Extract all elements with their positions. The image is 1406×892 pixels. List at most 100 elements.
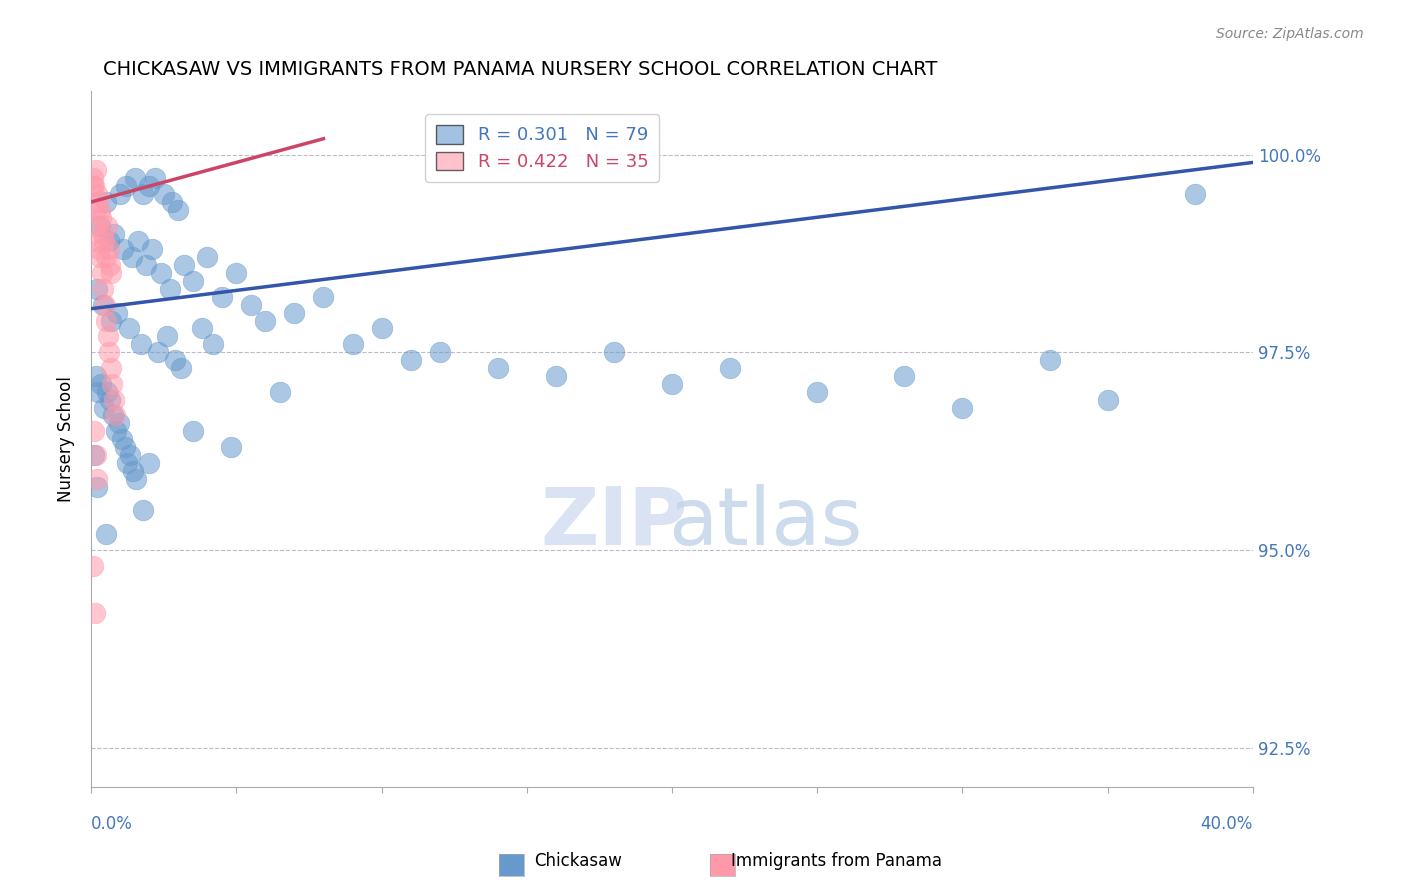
Point [138, 456, 160, 470]
Point [94, 250, 117, 264]
Point [152, 187, 174, 202]
Point [312, 290, 335, 304]
Point [893, 368, 915, 383]
Point [149, 266, 172, 280]
Point [94, 527, 117, 541]
Point [91, 266, 114, 280]
Point [143, 171, 166, 186]
Point [100, 361, 122, 376]
Point [105, 306, 128, 320]
Y-axis label: Nursery School: Nursery School [58, 376, 75, 502]
Point [87, 384, 110, 399]
Point [202, 337, 225, 351]
Point [138, 179, 160, 194]
Point [269, 384, 291, 399]
Point [122, 464, 145, 478]
Point [84, 448, 107, 462]
Point [94, 194, 117, 209]
Point [211, 290, 233, 304]
Point [86, 235, 108, 249]
Point [121, 250, 143, 264]
Point [91, 298, 114, 312]
Point [104, 424, 127, 438]
Point [86, 472, 108, 486]
Point [90, 376, 112, 391]
Point [83, 448, 105, 462]
Point [89, 250, 111, 264]
Text: Chickasaw: Chickasaw [534, 852, 621, 870]
Text: ZIP: ZIP [540, 483, 688, 562]
Point [93, 235, 115, 249]
Text: atlas: atlas [668, 483, 862, 562]
Point [96, 313, 118, 327]
Point [86, 480, 108, 494]
Point [952, 401, 974, 415]
Point [129, 337, 152, 351]
Point [429, 345, 451, 359]
Point [173, 258, 195, 272]
Point [544, 368, 567, 383]
Point [181, 274, 204, 288]
Point [93, 401, 115, 415]
Point [125, 472, 148, 486]
Point [114, 440, 136, 454]
Point [141, 243, 163, 257]
Point [86, 187, 108, 202]
Point [181, 424, 204, 438]
Point [135, 258, 157, 272]
Point [83, 202, 105, 217]
Point [82, 171, 104, 186]
Point [83, 179, 105, 194]
Point [718, 361, 741, 376]
Point [98, 345, 121, 359]
Point [83, 606, 105, 620]
Point [239, 298, 262, 312]
Point [159, 282, 181, 296]
Point [117, 456, 139, 470]
Point [170, 361, 193, 376]
Point [107, 417, 129, 431]
Point [162, 194, 184, 209]
Point [399, 353, 422, 368]
Point [97, 243, 120, 257]
Point [156, 329, 179, 343]
Point [370, 321, 392, 335]
Point [86, 282, 108, 296]
Text: 0.0%: 0.0% [91, 814, 134, 833]
Point [146, 345, 169, 359]
Point [100, 313, 122, 327]
Point [84, 368, 107, 383]
Point [124, 171, 146, 186]
Point [101, 376, 124, 391]
Point [82, 179, 104, 194]
Point [115, 179, 138, 194]
Point [342, 337, 364, 351]
Point [93, 282, 115, 296]
Point [94, 298, 117, 312]
Point [103, 227, 125, 241]
Legend: R = 0.301   N = 79, R = 0.422   N = 35: R = 0.301 N = 79, R = 0.422 N = 35 [426, 114, 659, 182]
Point [190, 321, 212, 335]
Point [108, 187, 131, 202]
Point [97, 329, 120, 343]
Point [1184, 187, 1206, 202]
Point [96, 384, 118, 399]
Point [120, 448, 142, 462]
Point [132, 187, 155, 202]
Point [118, 321, 141, 335]
Point [127, 235, 149, 249]
Point [603, 345, 626, 359]
Point [86, 219, 108, 233]
Point [165, 353, 187, 368]
Text: Source: ZipAtlas.com: Source: ZipAtlas.com [1216, 27, 1364, 41]
Text: Immigrants from Panama: Immigrants from Panama [731, 852, 942, 870]
Point [283, 306, 305, 320]
Point [101, 409, 124, 423]
Point [167, 202, 190, 217]
Point [1038, 353, 1060, 368]
Point [1097, 392, 1119, 407]
Point [104, 409, 127, 423]
Text: 40.0%: 40.0% [1201, 814, 1253, 833]
Point [132, 503, 155, 517]
Point [96, 219, 118, 233]
